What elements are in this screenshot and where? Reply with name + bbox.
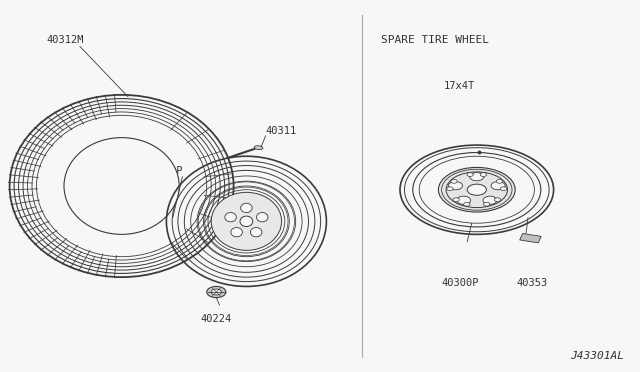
Circle shape: [438, 167, 515, 212]
Text: J43301AL: J43301AL: [570, 351, 624, 361]
Circle shape: [467, 173, 474, 176]
Circle shape: [484, 202, 490, 206]
Circle shape: [470, 173, 484, 181]
Ellipse shape: [231, 228, 243, 237]
Circle shape: [447, 187, 453, 190]
Circle shape: [456, 196, 470, 204]
Circle shape: [451, 180, 458, 183]
Ellipse shape: [211, 192, 282, 250]
Ellipse shape: [211, 289, 221, 295]
Ellipse shape: [64, 138, 179, 234]
Text: 17x4T: 17x4T: [444, 81, 474, 91]
Circle shape: [494, 198, 500, 202]
Ellipse shape: [257, 212, 268, 222]
Circle shape: [467, 184, 486, 195]
Ellipse shape: [207, 286, 226, 298]
Ellipse shape: [241, 203, 252, 213]
Ellipse shape: [240, 216, 253, 227]
Circle shape: [453, 198, 460, 202]
Circle shape: [480, 173, 486, 176]
Circle shape: [449, 182, 463, 190]
Text: 40300P: 40300P: [442, 278, 479, 288]
Ellipse shape: [250, 228, 262, 237]
Text: 40312M: 40312M: [46, 35, 84, 45]
Bar: [520, 234, 541, 243]
Text: 40311: 40311: [266, 126, 297, 136]
Circle shape: [463, 202, 470, 206]
Ellipse shape: [254, 146, 263, 150]
Text: 40224: 40224: [200, 314, 232, 324]
Circle shape: [496, 180, 502, 183]
Text: 40300P: 40300P: [146, 166, 184, 176]
Text: SPARE TIRE WHEEL: SPARE TIRE WHEEL: [381, 35, 489, 45]
Ellipse shape: [225, 212, 236, 222]
Circle shape: [491, 182, 505, 190]
Circle shape: [483, 196, 497, 204]
Circle shape: [500, 187, 507, 190]
Text: 40353: 40353: [516, 278, 548, 288]
